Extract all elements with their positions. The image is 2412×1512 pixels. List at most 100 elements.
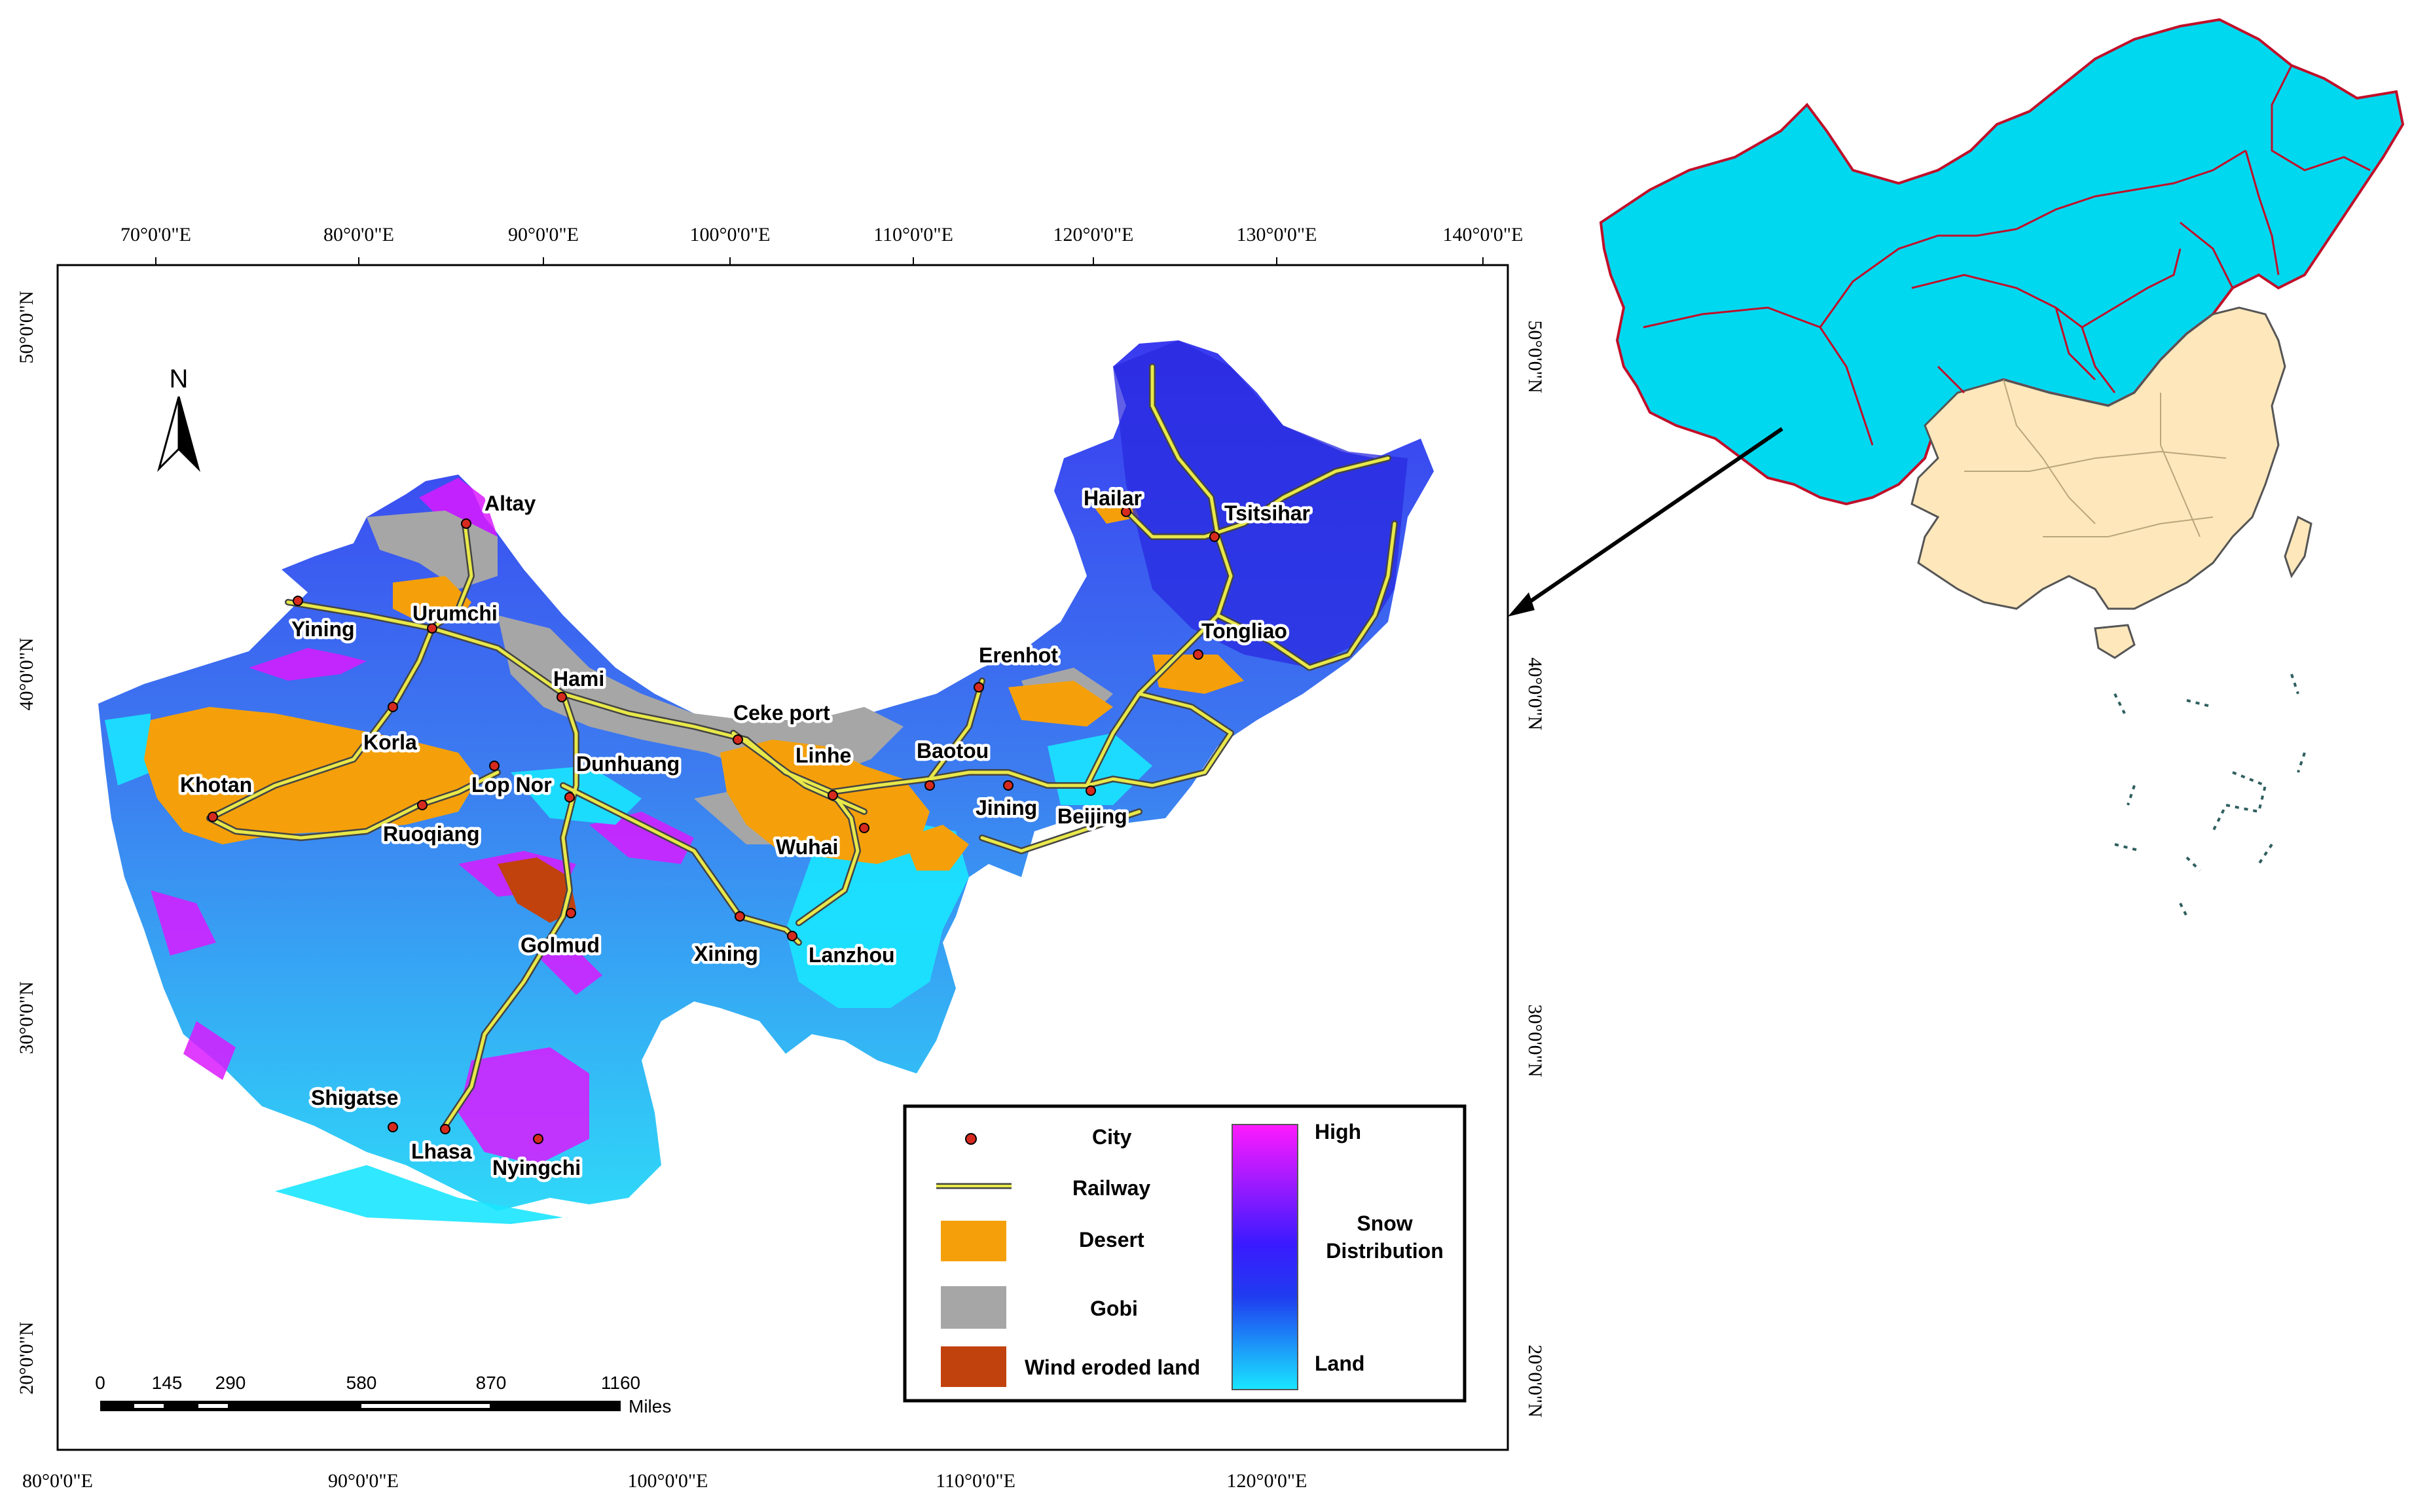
- top-axis-label: 130°0'0"E: [1237, 224, 1317, 245]
- right-axis-label: 30°0'0"N: [1524, 1004, 1546, 1077]
- city-marker-tongliao: [1193, 649, 1203, 660]
- city-marker-tsitsihar: [1209, 531, 1220, 542]
- mu-us-desert: [904, 825, 969, 871]
- city-marker-xining: [735, 911, 745, 922]
- city-marker-hami: [557, 692, 567, 702]
- city-label: Urumchi: [412, 602, 498, 625]
- city-marker-altay: [461, 518, 471, 529]
- bottom-axis-label: 80°0'0"E: [22, 1470, 93, 1492]
- city-marker-urumchi: [427, 623, 437, 634]
- badain-jaran-desert: [720, 740, 930, 864]
- city-marker-beijing: [1086, 785, 1096, 796]
- right-axis-label: 50°0'0"N: [1524, 320, 1546, 393]
- top-axis-label: 120°0'0"E: [1053, 224, 1134, 245]
- top-axis-label: 100°0'0"E: [690, 224, 771, 245]
- bottom-axis-label: 110°0'0"E: [936, 1470, 1015, 1492]
- top-axis-labels: 70°0'0"E 80°0'0"E 90°0'0"E 100°0'0"E 110…: [120, 224, 1523, 245]
- city-marker-jining: [1003, 780, 1014, 791]
- city-label: Golmud: [521, 933, 600, 957]
- city-label: Erenhot: [979, 643, 1058, 667]
- city-marker-khotan: [208, 812, 218, 822]
- china-inset-map: [1508, 18, 2405, 917]
- legend-city-label: City: [1092, 1125, 1132, 1149]
- inset-province-borders: [1643, 65, 2371, 446]
- inset-south-borders: [1964, 379, 2227, 537]
- city-label: Tsitsihar: [1224, 501, 1310, 525]
- city-labels: Altay Urumchi Yining Hami Korla Khotan L…: [177, 484, 1313, 1183]
- legend-city-symbol: [965, 1133, 977, 1145]
- legend-gobi-swatch: [941, 1286, 1006, 1329]
- city-marker-shigatse: [388, 1122, 398, 1132]
- city-marker-lhasa: [440, 1124, 450, 1134]
- top-axis-label: 140°0'0"E: [1443, 224, 1524, 245]
- city-marker-linhe: [828, 790, 838, 801]
- city-label: Lhasa: [411, 1140, 472, 1163]
- city-marker-baotou: [924, 780, 935, 791]
- left-axis-label: 20°0'0"N: [16, 1322, 37, 1394]
- right-axis-label: 40°0'0"N: [1524, 657, 1546, 730]
- city-label: Xining: [694, 942, 758, 965]
- hunshandake-desert: [1008, 681, 1113, 727]
- left-axis-labels: 50°0'0"N 40°0'0"N 30°0'0"N 20°0'0"N: [16, 291, 37, 1394]
- inset-taiwan: [2284, 515, 2312, 579]
- legend-wind-label: Wind eroded land: [1025, 1356, 1200, 1379]
- city-marker-dunhuang: [564, 792, 575, 802]
- legend: City Railway Desert Gobi Wind eroded lan…: [903, 1104, 1467, 1403]
- city-label: Ruoqiang: [383, 822, 480, 846]
- city-label: Dunhuang: [576, 752, 680, 776]
- legend-wind-swatch: [941, 1346, 1006, 1387]
- city-label: Lanzhou: [809, 943, 895, 967]
- city-label: Khotan: [180, 773, 252, 797]
- left-axis-label: 50°0'0"N: [16, 291, 37, 363]
- city-label: Baotou: [917, 739, 989, 763]
- northeast-blue-zone: [1113, 340, 1408, 668]
- legend-snow-label: Snow: [1357, 1212, 1412, 1235]
- left-axis-label: 40°0'0"N: [16, 638, 37, 710]
- legend-railway-label: Railway: [1072, 1176, 1150, 1200]
- legend-high-label: High: [1315, 1120, 1361, 1143]
- bottom-axis-label: 100°0'0"E: [628, 1470, 708, 1492]
- city-label: Hami: [553, 667, 604, 691]
- legend-distribution-label: Distribution: [1326, 1239, 1444, 1263]
- city-marker-golmud: [566, 908, 576, 918]
- city-label: Yining: [291, 617, 355, 641]
- city-label: Korla: [363, 730, 417, 754]
- legend-desert-swatch: [941, 1221, 1006, 1261]
- legend-gobi-label: Gobi: [1090, 1297, 1138, 1320]
- city-marker-hailar: [1121, 507, 1131, 517]
- scale-label: 0: [95, 1373, 105, 1393]
- scale-label: 870: [476, 1373, 507, 1393]
- north-arrow-label: N: [170, 365, 189, 393]
- bottom-axis-labels: 80°0'0"E 90°0'0"E 100°0'0"E 110°0'0"E 12…: [22, 1470, 1307, 1492]
- city-label: Jining: [976, 796, 1037, 819]
- city-label: Ceke port: [733, 701, 830, 725]
- north-arrow-icon: N: [157, 365, 200, 473]
- top-axis-label: 110°0'0"E: [873, 224, 953, 245]
- city-marker-erenhot: [974, 682, 984, 693]
- city-label: Shigatse: [311, 1086, 398, 1109]
- city-marker-korla: [388, 702, 398, 712]
- scale-label: 580: [346, 1373, 377, 1393]
- scale-unit: Miles: [629, 1396, 671, 1416]
- city-label: Hailar: [1084, 486, 1142, 510]
- right-axis-labels: 50°0'0"N 40°0'0"N 30°0'0"N 20°0'0"N: [1524, 320, 1546, 1417]
- scale-bar: 0 145 290 580 870 1160 Miles: [95, 1373, 671, 1416]
- scale-label: 1160: [601, 1373, 640, 1393]
- wind-eroded-land: [498, 857, 576, 923]
- legend-desert-label: Desert: [1079, 1228, 1144, 1251]
- main-map: 70°0'0"E 80°0'0"E 90°0'0"E 100°0'0"E 110…: [16, 224, 1546, 1492]
- city-label: Linhe: [795, 744, 851, 767]
- inset-highlight-region: [1599, 18, 2405, 506]
- city-marker-ruoqiang: [417, 800, 428, 810]
- city-marker-ceke-port: [733, 734, 743, 745]
- city-marker-yining: [293, 596, 303, 606]
- city-marker-lanzhou: [787, 931, 797, 941]
- city-label: Lop Nor: [471, 773, 552, 797]
- inset-pointer-arrow-icon: [1508, 427, 1783, 617]
- top-ticks: [155, 257, 1484, 265]
- city-markers: [208, 507, 1220, 1144]
- horqin-desert: [1152, 655, 1244, 694]
- city-label: Tongliao: [1201, 619, 1287, 643]
- city-label: Altay: [484, 492, 536, 515]
